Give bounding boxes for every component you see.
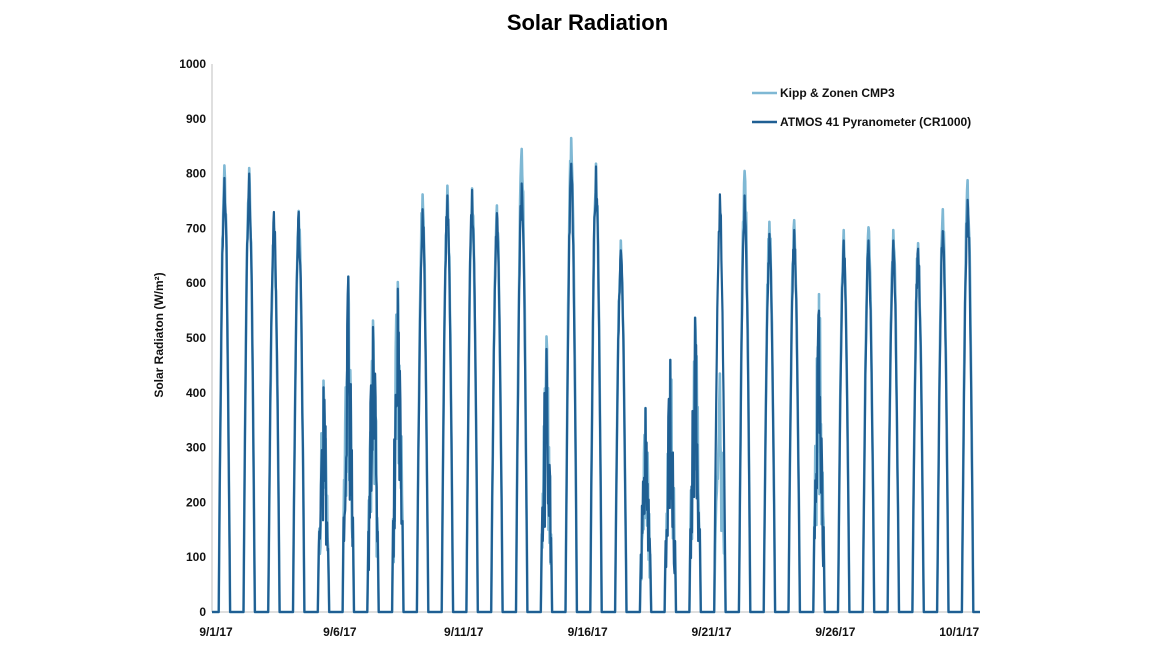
x-tick-labels: 9/1/17 9/6/17 9/11/17 9/16/17 9/21/17 9/26/17… — [199, 625, 979, 639]
y-tick-label: 400 — [186, 386, 206, 400]
x-tick-label: 9/21/17 — [691, 625, 731, 639]
y-tick-label: 900 — [186, 112, 206, 126]
x-tick-label: 9/11/17 — [444, 625, 484, 639]
y-tick-label: 500 — [186, 331, 206, 345]
legend: Kipp & Zonen CMP3 ATMOS 41 Pyranometer (… — [752, 86, 971, 129]
x-tick-label: 9/16/17 — [568, 625, 608, 639]
y-tick-label: 1000 — [179, 57, 206, 71]
y-axis-label: Solar Radiaton (W/m²) — [152, 272, 166, 397]
y-tick-label: 800 — [186, 167, 206, 181]
x-tick-label: 9/26/17 — [815, 625, 855, 639]
series-layer — [212, 136, 980, 614]
legend-label-atmos: ATMOS 41 Pyranometer (CR1000) — [780, 115, 971, 129]
y-tick-label: 100 — [186, 550, 206, 564]
y-tick-label: 300 — [186, 441, 206, 455]
x-tick-label: 10/1/17 — [939, 625, 979, 639]
x-tick-label: 9/6/17 — [323, 625, 357, 639]
series-line-atmos41 — [212, 162, 980, 614]
y-tick-label: 700 — [186, 221, 206, 235]
y-tick-label: 600 — [186, 276, 206, 290]
legend-label-kipp: Kipp & Zonen CMP3 — [780, 86, 895, 100]
y-tick-label: 200 — [186, 495, 206, 509]
x-tick-label: 9/1/17 — [199, 625, 233, 639]
y-tick-label: 0 — [199, 605, 206, 619]
chart-title: Solar Radiation — [506, 10, 669, 35]
y-tick-labels: 0 100 200 300 400 500 600 700 800 900 1000 — [179, 57, 206, 619]
